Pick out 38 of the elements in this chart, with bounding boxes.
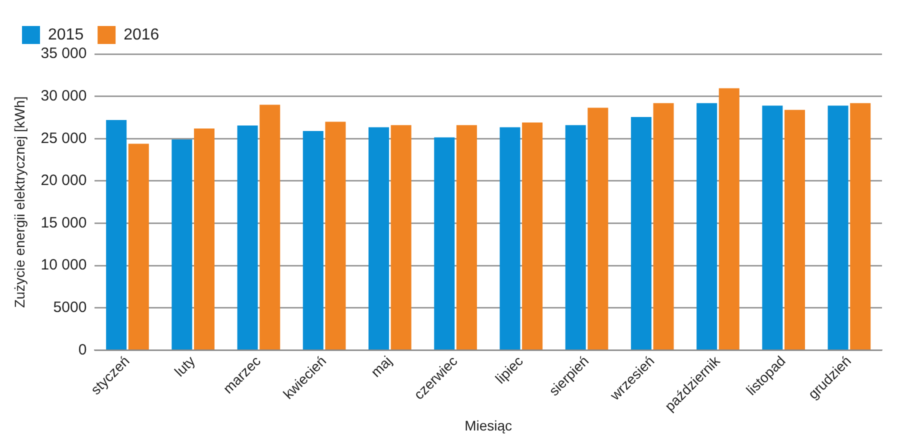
y-tick-label: 5000 — [53, 299, 87, 316]
bar — [106, 120, 127, 350]
bar — [128, 144, 149, 350]
x-tick-label: luty — [171, 352, 198, 380]
y-tick-label: 10 000 — [40, 256, 87, 274]
bar — [828, 106, 848, 350]
legend-label: 2015 — [48, 26, 84, 44]
bar — [260, 104, 280, 350]
bar — [302, 131, 324, 350]
bar — [653, 103, 674, 350]
legend-label: 2016 — [124, 26, 160, 44]
x-tick-label: maj — [368, 352, 395, 380]
bar — [500, 127, 520, 350]
bar — [325, 122, 346, 350]
bar — [237, 126, 258, 350]
bar — [368, 127, 390, 350]
y-tick-label: 15 000 — [40, 214, 87, 232]
bar — [194, 128, 215, 350]
y-tick-label: 30 000 — [40, 87, 87, 104]
y-tick-label: 25 000 — [40, 130, 87, 147]
bar — [850, 103, 871, 350]
bar — [456, 125, 477, 350]
bar — [565, 125, 586, 350]
bar — [718, 88, 740, 350]
bar — [522, 122, 543, 350]
y-tick-label: 0 — [78, 341, 87, 358]
bar — [588, 108, 608, 350]
bar — [172, 139, 192, 350]
bar — [784, 110, 805, 350]
x-axis-title: Miesiąc — [464, 417, 512, 434]
y-tick-label: 35 000 — [40, 45, 87, 62]
bar — [762, 106, 783, 350]
bar — [696, 103, 718, 350]
y-tick-label: 20 000 — [40, 172, 87, 190]
bar — [434, 137, 455, 350]
y-axis-title: Zużycie energii elektrycznej [kWh] — [11, 96, 28, 308]
bar — [390, 125, 412, 350]
bar — [630, 117, 652, 350]
